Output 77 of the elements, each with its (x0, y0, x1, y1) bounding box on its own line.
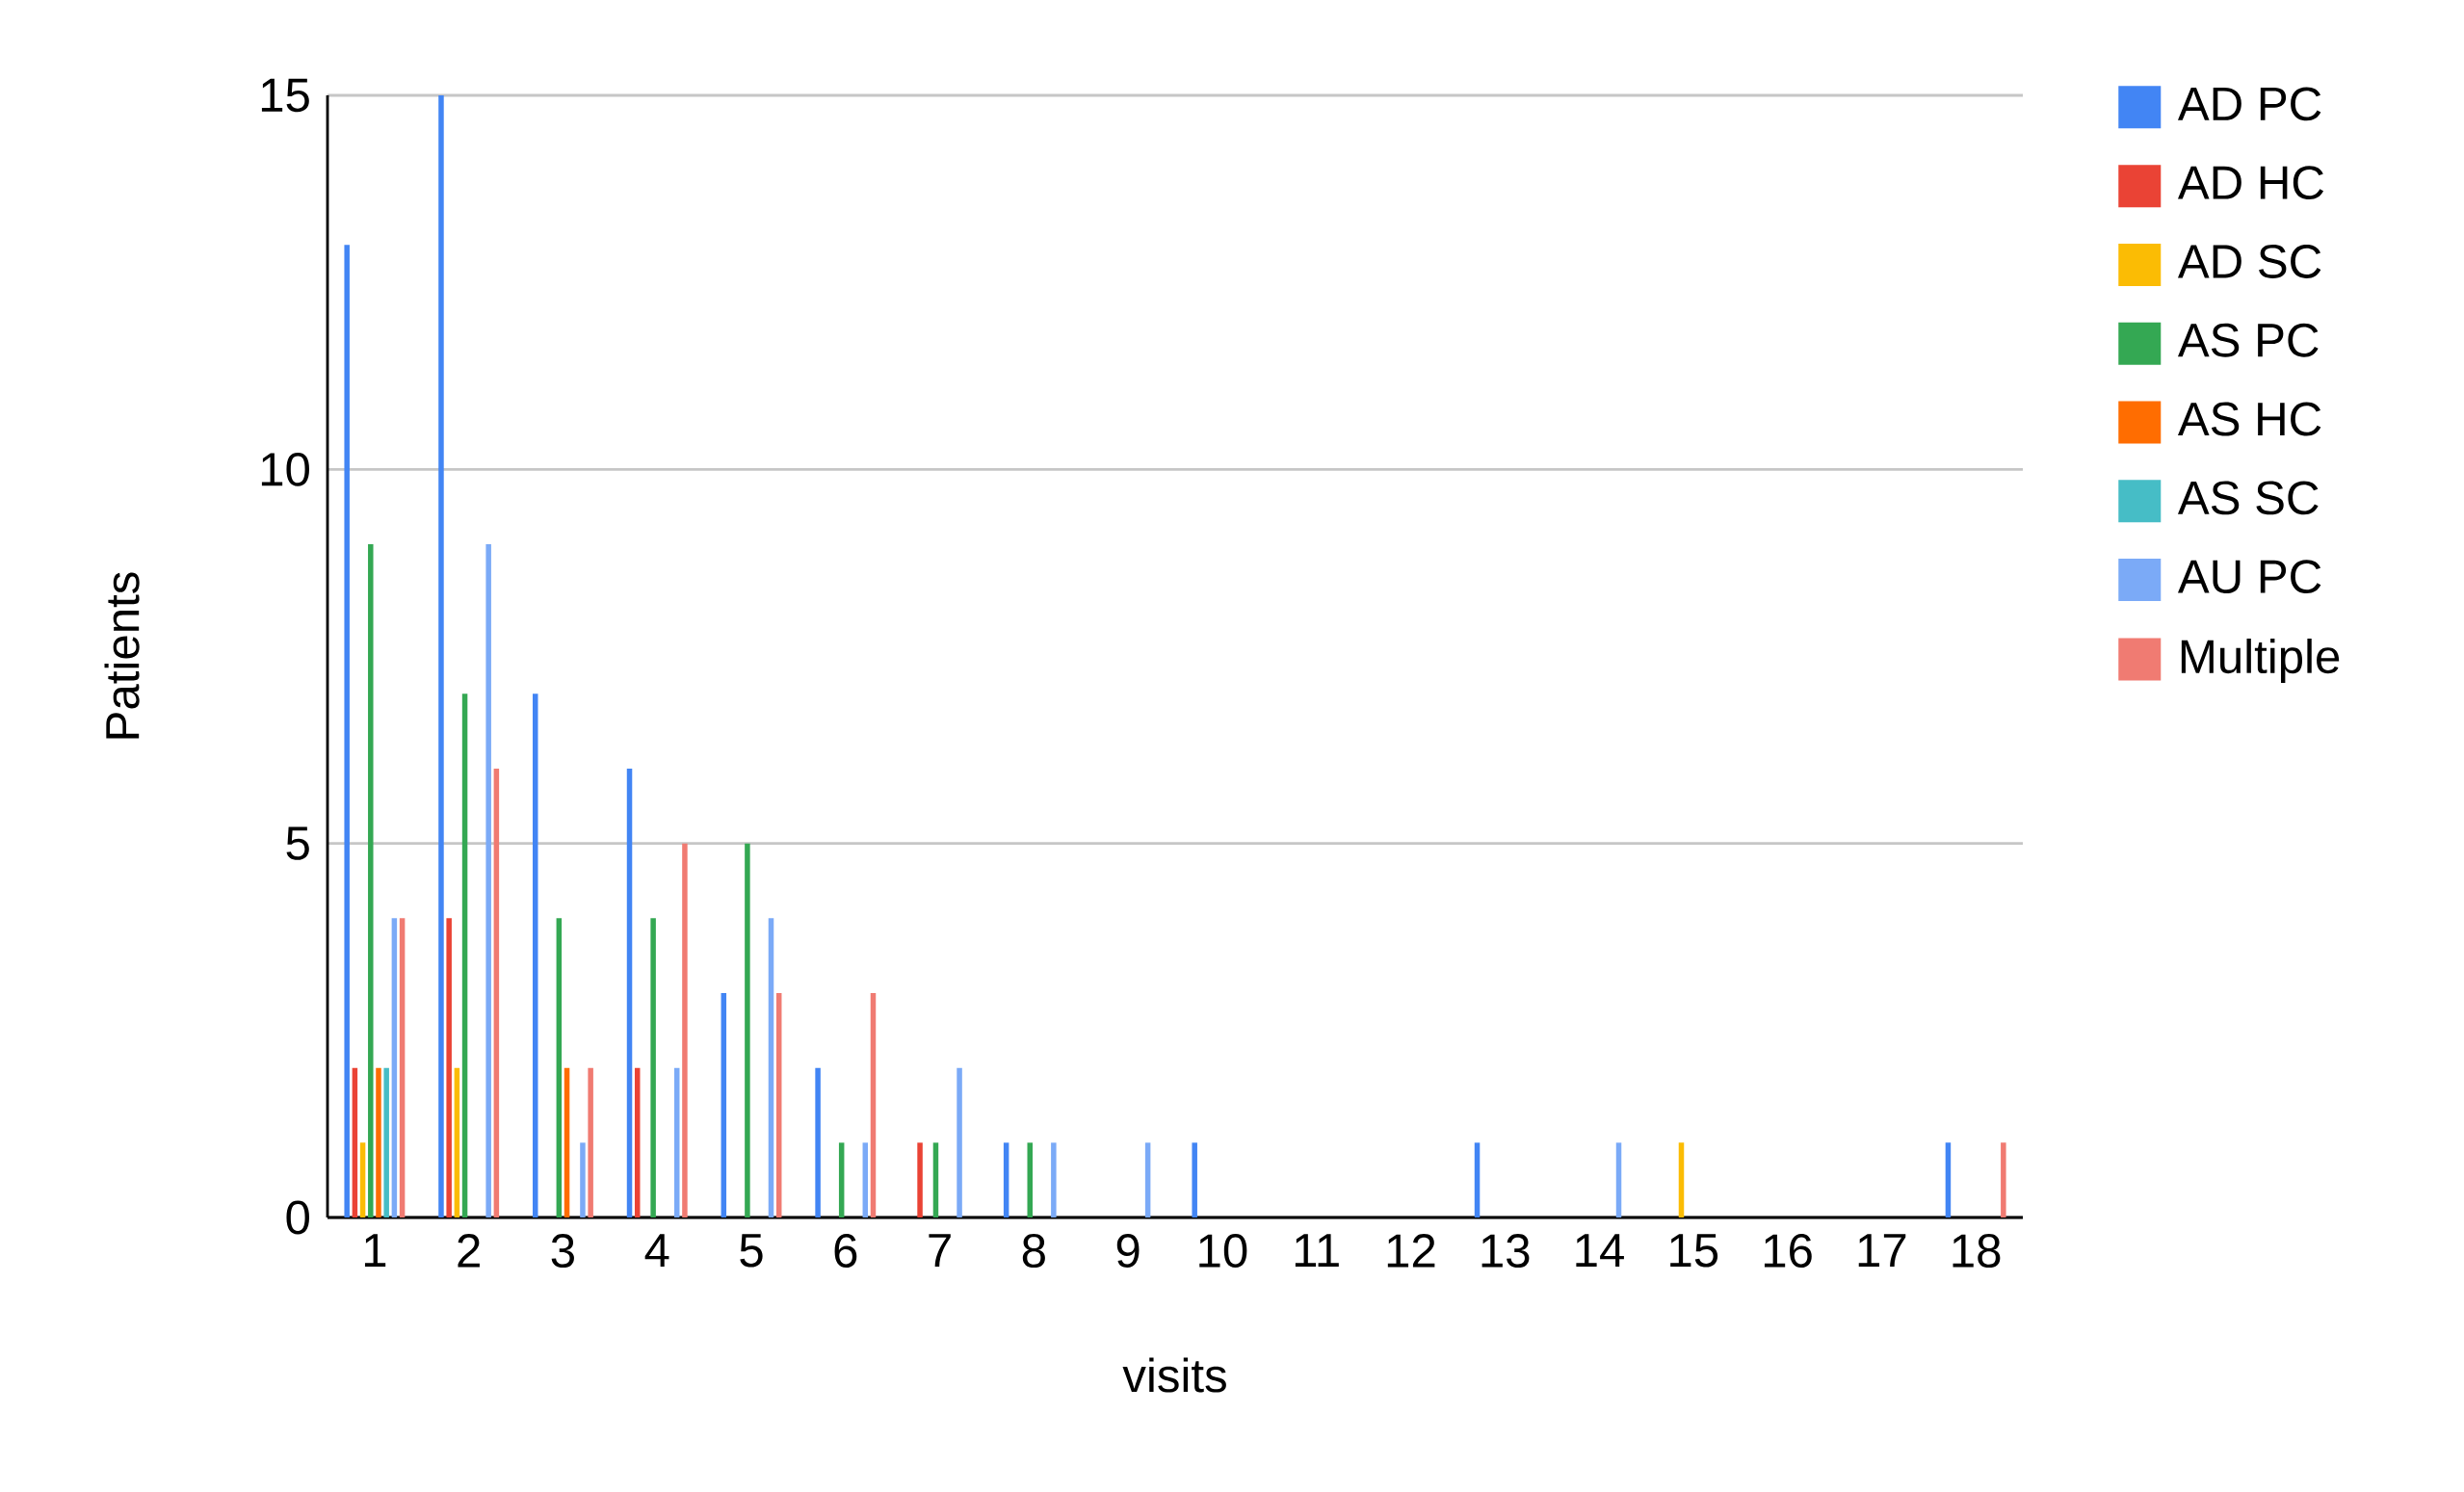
bar (580, 1142, 586, 1218)
x-tick-label: 3 (551, 1234, 574, 1268)
x-tick-label: 7 (929, 1234, 951, 1267)
bar (368, 544, 374, 1218)
x-tick-label: 11 (1295, 1234, 1339, 1267)
bar (673, 1067, 680, 1218)
x-tick-label: 2 (458, 1234, 480, 1268)
bar (1945, 1142, 1952, 1218)
x-tick-label: 17 (1858, 1234, 1906, 1267)
bar (634, 1067, 641, 1218)
x-tick-label: 13 (1481, 1234, 1530, 1268)
x-tick-label: 16 (1764, 1234, 1812, 1268)
bar (932, 1142, 939, 1218)
bar (745, 843, 750, 1218)
bar (1678, 1142, 1685, 1218)
legend-label: AU PC (2177, 560, 2321, 594)
bar (376, 1067, 381, 1218)
legend-label: AD HC (2177, 166, 2324, 200)
bar (485, 544, 491, 1218)
x-tick-label: 12 (1387, 1234, 1435, 1268)
bar (493, 769, 500, 1218)
bar (768, 918, 774, 1218)
bar (1615, 1142, 1622, 1218)
bar (1051, 1142, 1057, 1218)
bar (588, 1067, 593, 1218)
legend-label: AD SC (2177, 245, 2321, 278)
legend-label: AS PC (2177, 323, 2319, 357)
y-axis-title: Patients (104, 572, 140, 739)
bar (1474, 1142, 1481, 1218)
bar (917, 1142, 923, 1218)
bar (359, 1142, 366, 1218)
legend-label: Multiple (2181, 639, 2340, 683)
bar (1144, 1142, 1151, 1218)
bar (383, 1067, 389, 1218)
x-tick-label: 18 (1953, 1234, 2001, 1268)
x-tick-label: 6 (834, 1234, 857, 1268)
bar (461, 694, 468, 1218)
bar (352, 1067, 358, 1218)
x-tick-label: 15 (1670, 1234, 1718, 1268)
legend-label: AS SC (2177, 481, 2319, 515)
x-tick-label: 10 (1199, 1234, 1247, 1268)
bar (1003, 1142, 1009, 1218)
bar (556, 918, 563, 1218)
legend-label: AD PC (2177, 87, 2321, 121)
bar (454, 1067, 460, 1218)
x-tick-label: 1 (364, 1234, 386, 1267)
y-tick-label: 10 (261, 452, 309, 486)
x-tick-label: 4 (644, 1234, 669, 1267)
bar (438, 95, 444, 1218)
bar (682, 843, 688, 1218)
bar (399, 918, 406, 1218)
bar (838, 1142, 845, 1218)
bar (650, 918, 656, 1218)
bar (870, 993, 877, 1218)
bar (957, 1067, 962, 1218)
x-axis-title: visits (1122, 1357, 1226, 1393)
bar (862, 1142, 869, 1218)
bar (1027, 1142, 1033, 1218)
bar (721, 993, 727, 1218)
y-tick-label: 15 (261, 78, 309, 113)
x-tick-label: 5 (740, 1234, 763, 1268)
legend-label: AS HC (2177, 402, 2321, 436)
bar (344, 245, 350, 1218)
bar (815, 1067, 821, 1218)
bar (626, 769, 633, 1218)
bar (2001, 1142, 2006, 1218)
x-tick-label: 14 (1576, 1234, 1624, 1267)
y-tick-label: 5 (286, 826, 309, 860)
bar (446, 918, 452, 1218)
bar (775, 993, 782, 1218)
y-tick-label: 0 (286, 1200, 309, 1235)
bar (533, 694, 538, 1218)
x-tick-label: 9 (1116, 1234, 1140, 1268)
bar (1192, 1142, 1197, 1218)
bar (564, 1067, 570, 1218)
x-tick-label: 8 (1022, 1234, 1045, 1268)
bar (391, 918, 398, 1218)
